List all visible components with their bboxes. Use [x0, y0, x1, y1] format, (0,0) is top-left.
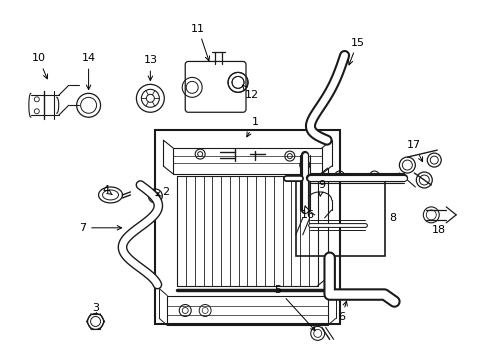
Text: 13: 13	[143, 55, 157, 81]
Text: 10: 10	[32, 54, 47, 79]
Text: 6: 6	[337, 301, 346, 323]
Text: 18: 18	[431, 225, 446, 235]
Text: 11: 11	[191, 24, 209, 61]
Bar	[295, 178, 385, 256]
Text: 16: 16	[300, 206, 314, 220]
Text: 3: 3	[92, 302, 99, 312]
Text: 12: 12	[242, 85, 259, 100]
Text: 4: 4	[102, 185, 112, 195]
Text: 7: 7	[79, 223, 122, 233]
Bar	[173, 148, 321, 174]
Text: 2: 2	[156, 187, 168, 197]
Text: 14: 14	[81, 54, 96, 90]
Text: 5: 5	[274, 284, 314, 330]
Text: 1: 1	[246, 117, 258, 137]
Bar	[155, 130, 339, 324]
Text: 17: 17	[407, 140, 422, 162]
Text: 9: 9	[318, 180, 325, 196]
Text: 15: 15	[348, 37, 364, 65]
Text: 8: 8	[388, 213, 395, 223]
Bar	[167, 296, 327, 325]
